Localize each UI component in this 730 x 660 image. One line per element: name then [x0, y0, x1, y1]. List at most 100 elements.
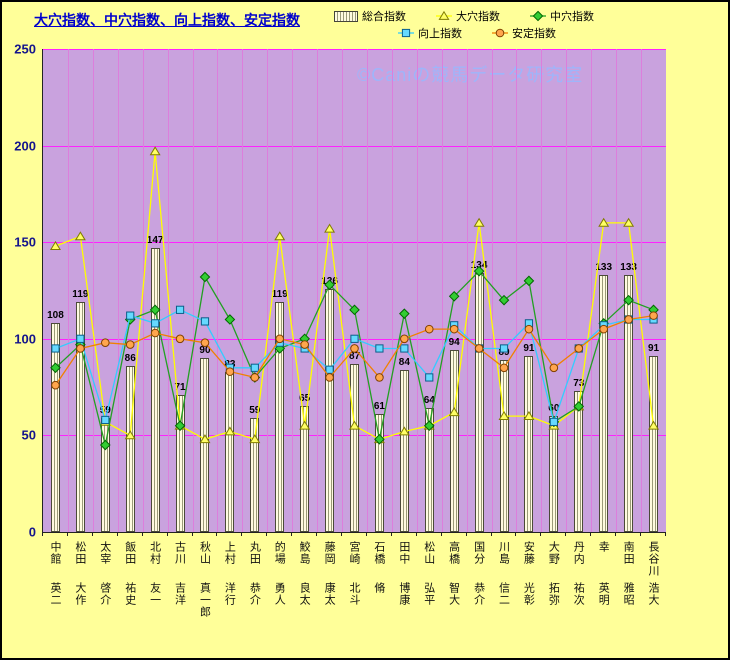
- x-axis-tick: [66, 532, 68, 536]
- bar-value-label: 134: [470, 260, 488, 272]
- circle-marker: [549, 363, 559, 373]
- gridline-vertical: [391, 49, 393, 532]
- gridline-vertical: [92, 49, 94, 532]
- bar-総合指数: [250, 418, 260, 532]
- bar-value-label: 71: [174, 381, 186, 393]
- jockey-given-name: 啓介: [98, 582, 111, 606]
- triangle-marker: [438, 10, 450, 20]
- x-axis-tick: [640, 532, 642, 536]
- x-axis-category-label: 飯田 祐史: [117, 538, 142, 656]
- jockey-given-name: 英二: [48, 582, 61, 606]
- x-axis-tick: [390, 532, 392, 536]
- square-marker: [175, 305, 185, 314]
- x-axis-tick: [465, 532, 467, 536]
- jockey-surname: 秋山: [198, 541, 211, 565]
- jockey-surname: 高橋: [447, 541, 460, 565]
- y-axis-tick-label: 0: [28, 524, 36, 540]
- legend-item-total: 総合指数: [334, 8, 406, 24]
- bar-総合指数: [275, 302, 285, 532]
- circle-marker: [424, 324, 434, 334]
- diamond-marker: [224, 314, 236, 325]
- circle-marker: [400, 334, 409, 344]
- diamond-marker: [448, 290, 460, 302]
- x-axis-tick: [216, 532, 218, 536]
- jockey-surname: 安藤: [522, 541, 535, 565]
- bar-value-label: 61: [373, 401, 385, 413]
- triangle-marker: [274, 231, 286, 241]
- diamond-marker: [523, 275, 535, 287]
- bar-value-label: 87: [348, 350, 361, 362]
- gridline-vertical: [267, 49, 269, 532]
- jockey-surname: 国分: [472, 541, 485, 565]
- gridline-vertical: [317, 49, 319, 532]
- diamond-marker: [174, 420, 186, 432]
- diamond-marker: [374, 433, 385, 445]
- jockey-given-name: 真一郎: [198, 582, 211, 618]
- triangle-marker: [648, 420, 660, 430]
- plot-area: ©Caniの競馬データ研究室 1081195986147719083591196…: [42, 49, 666, 533]
- diamond-marker: [573, 401, 585, 412]
- circle-marker: [76, 344, 85, 353]
- gridline-vertical: [591, 49, 593, 532]
- diamond-marker: [99, 439, 111, 451]
- bar-総合指数: [574, 390, 584, 532]
- triangle-marker: [249, 434, 261, 444]
- bar-value-label: 94: [448, 337, 460, 349]
- x-axis-tick: [166, 532, 168, 536]
- legend-label: 安定指数: [512, 28, 556, 40]
- square-marker: [499, 344, 509, 353]
- bar-value-label: 91: [647, 343, 660, 355]
- circle-marker: [499, 363, 509, 373]
- circle-marker: [375, 373, 384, 382]
- x-axis-tick: [515, 532, 517, 536]
- circle-marker: [350, 344, 359, 353]
- y-axis-tick-label: 200: [14, 138, 36, 154]
- gridline-vertical: [541, 49, 543, 532]
- x-axis-category-label: 高橋 智大: [441, 538, 466, 656]
- circle-marker: [624, 315, 633, 324]
- jockey-given-name: 友一: [148, 582, 161, 606]
- bar-value-label: 108: [47, 310, 64, 322]
- jockey-given-name: 拓弥: [547, 582, 560, 606]
- triangle-marker: [349, 420, 360, 430]
- jockey-given-name: 弘平: [422, 582, 435, 606]
- diamond-marker: [149, 304, 161, 316]
- y-axis-tick-label: 150: [14, 234, 36, 250]
- square-marker: [549, 417, 558, 426]
- bar-value-label: 119: [72, 289, 89, 301]
- legend: 総合指数 大穴指数 中穴指数 向上指数 安定指数: [334, 8, 624, 41]
- jockey-given-name: 脩: [372, 582, 385, 594]
- triangle-marker: [523, 410, 535, 420]
- legend-item-koujou: 向上指数: [398, 25, 462, 41]
- gridline-vertical: [67, 49, 69, 532]
- bar-総合指数: [599, 275, 609, 532]
- square-marker: [126, 311, 135, 320]
- jockey-surname: 田中: [397, 541, 410, 565]
- diamond-marker: [473, 265, 485, 277]
- jockey-given-name: 光彰: [522, 582, 535, 606]
- gridline-vertical: [117, 49, 119, 532]
- x-axis-category-label: 藤岡 康太: [316, 538, 341, 656]
- bar-総合指数: [125, 365, 135, 532]
- triangle-marker: [149, 146, 161, 156]
- jockey-surname: 松田: [73, 541, 86, 565]
- circle-marker: [649, 311, 658, 320]
- circle-marker: [449, 324, 459, 334]
- x-axis-tick: [490, 532, 492, 536]
- bar-value-label: 64: [423, 395, 435, 407]
- jockey-surname: 石橋: [372, 541, 385, 565]
- circle-marker: [101, 338, 110, 347]
- bar-総合指数: [200, 358, 210, 532]
- x-axis-category-label: 秋山 真一郎: [192, 538, 217, 656]
- gridline-vertical: [416, 49, 418, 532]
- jockey-surname: 松山: [422, 541, 435, 565]
- bar-value-label: 59: [249, 405, 261, 416]
- x-axis-category-label: 北村 友一: [142, 538, 167, 656]
- gridline-vertical: [441, 49, 443, 532]
- x-axis-tick: [241, 532, 243, 536]
- square-marker: [400, 344, 409, 353]
- legend-label: 総合指数: [362, 11, 406, 23]
- square-marker: [425, 373, 434, 382]
- legend-item-chuuana: 中穴指数: [530, 8, 594, 24]
